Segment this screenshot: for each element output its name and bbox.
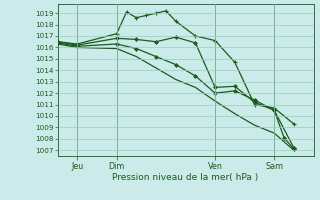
X-axis label: Pression niveau de la mer( hPa ): Pression niveau de la mer( hPa ) — [112, 173, 259, 182]
